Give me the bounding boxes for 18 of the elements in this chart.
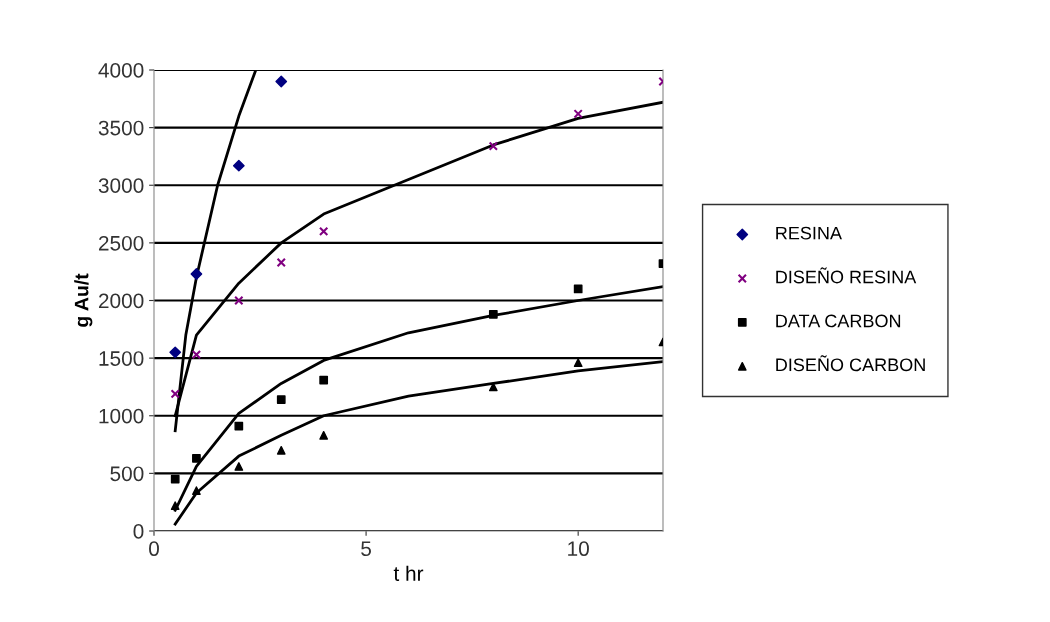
y-tick-label: 1500 bbox=[99, 351, 144, 366]
legend-label: RESINA bbox=[776, 226, 842, 240]
y-axis-title: g Au/t bbox=[74, 273, 93, 327]
y-tick-label: 3500 bbox=[98, 120, 144, 136]
y-tick-label: 2000 bbox=[98, 293, 144, 309]
y-tick-label: 500 bbox=[110, 466, 144, 482]
legend-label: DISEÑO RESINA bbox=[776, 267, 917, 284]
x-tick-label: 0 bbox=[149, 541, 159, 557]
y-tick-label: 4000 bbox=[98, 63, 144, 78]
y-tick-label: 3000 bbox=[98, 178, 144, 193]
legend-label: DATA CARBON bbox=[776, 314, 901, 328]
x-tick-label: 10 bbox=[568, 541, 589, 557]
legend-label: DISEÑO CARBON bbox=[776, 355, 925, 372]
y-tick-label: 1000 bbox=[99, 408, 144, 424]
x-axis-title: t hr bbox=[393, 565, 424, 581]
x-tick-label: 5 bbox=[361, 541, 371, 557]
y-tick-label: 0 bbox=[133, 524, 144, 539]
y-tick-label: 2500 bbox=[98, 235, 144, 251]
